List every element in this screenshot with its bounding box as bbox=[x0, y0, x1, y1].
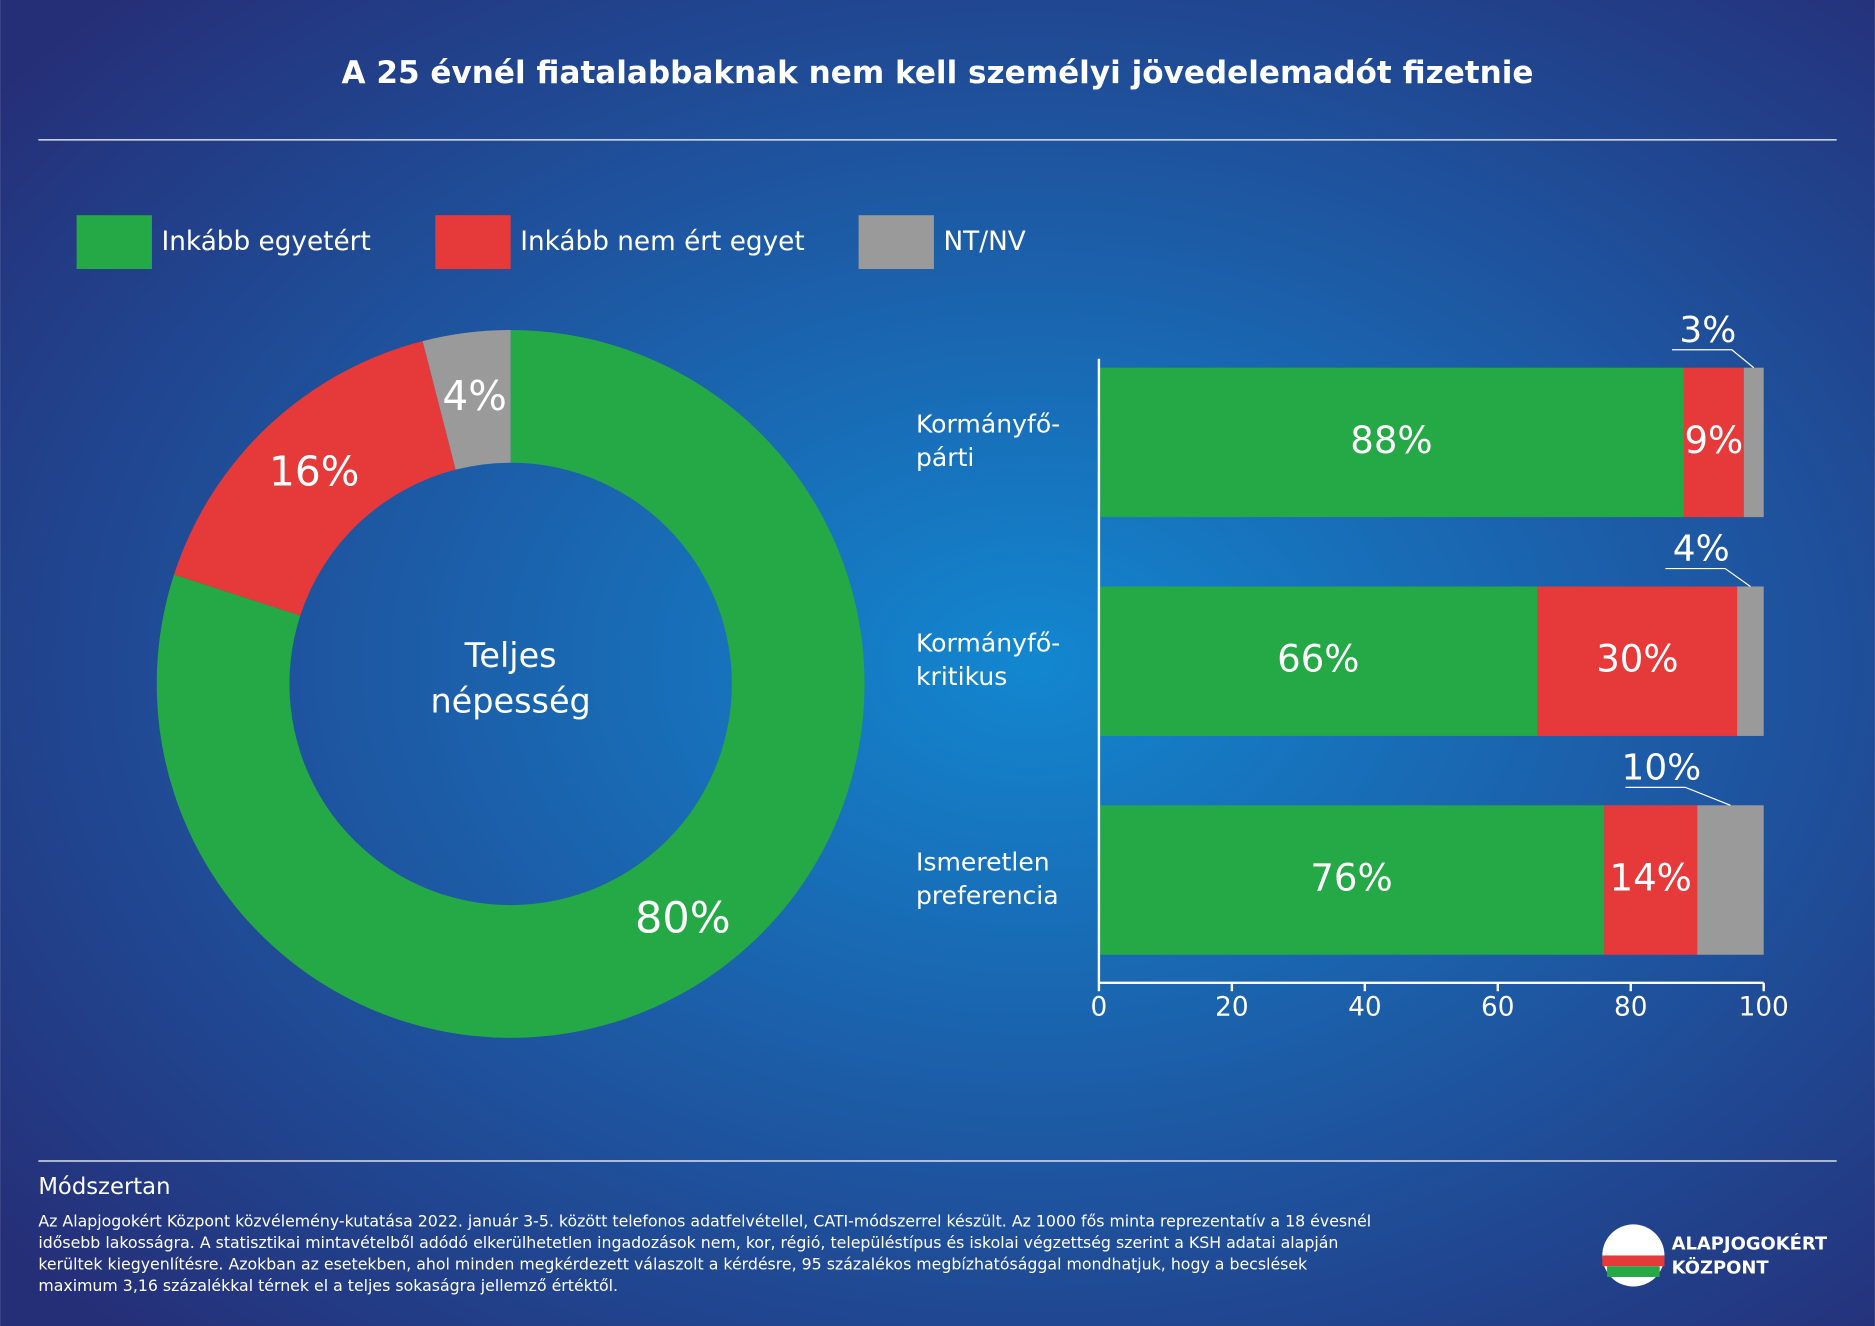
bar-segment bbox=[1737, 586, 1764, 736]
center-label: Teljes bbox=[464, 636, 557, 675]
data-label: 3% bbox=[1679, 310, 1736, 351]
legend-label: NT/NV bbox=[943, 227, 1025, 257]
data-label: 9% bbox=[1684, 419, 1743, 462]
logo-stripe bbox=[1602, 1255, 1665, 1267]
donut-segment bbox=[174, 341, 456, 616]
x-tick-label: 100 bbox=[1739, 992, 1789, 1022]
x-tick-label: 80 bbox=[1614, 992, 1647, 1022]
title: A 25 évnél fiatalabbaknak nem kell szemé… bbox=[341, 55, 1533, 91]
logo-text: KÖZPONT bbox=[1672, 1257, 1770, 1279]
legend-swatch bbox=[858, 215, 934, 270]
center-label: népesség bbox=[430, 682, 590, 721]
donut-segment bbox=[422, 330, 511, 470]
methodology-line: kerültek kiegyenlítésre. Azokban az eset… bbox=[38, 1255, 1308, 1274]
x-tick-label: 60 bbox=[1481, 992, 1514, 1022]
bar-segment bbox=[1697, 805, 1764, 955]
data-label: 80% bbox=[635, 893, 731, 943]
data-label: 4% bbox=[1673, 529, 1730, 570]
bar-segment bbox=[1098, 586, 1538, 736]
leader-line bbox=[1625, 786, 1731, 806]
leader-line bbox=[1672, 349, 1755, 369]
data-label: 16% bbox=[269, 448, 359, 496]
bar-segment bbox=[1604, 805, 1698, 955]
donut-segment bbox=[156, 330, 865, 1038]
bar-segment bbox=[1098, 805, 1605, 955]
legend-label: Inkább nem ért egyet bbox=[520, 227, 804, 257]
x-tick-label: 0 bbox=[1091, 992, 1108, 1022]
methodology-text: Az Alapjogokért Központ közvélemény-kuta… bbox=[38, 1211, 1371, 1295]
leader-line bbox=[1665, 567, 1751, 587]
data-label: 76% bbox=[1310, 857, 1392, 900]
legend-swatch bbox=[76, 215, 152, 270]
category-label: Ismeretlen bbox=[916, 847, 1050, 876]
bar-segment bbox=[1537, 586, 1738, 736]
logo-stripe bbox=[1607, 1266, 1660, 1277]
legend: Inkább egyetért Inkább nem ért egyet NT/NV bbox=[76, 215, 1026, 270]
methodology-line: idősebb lakosságra. A statisztikai minta… bbox=[38, 1233, 1338, 1252]
category-label: Kormányfő- bbox=[916, 628, 1060, 657]
methodology-heading: Módszertan bbox=[38, 1174, 170, 1200]
charts: 80% 16% 4% Teljes népesség Kormányfő-párti 88%… bbox=[156, 310, 1789, 1038]
bar-segment bbox=[1743, 367, 1764, 518]
logo-text: ALAPJOGOKÉRT bbox=[1672, 1233, 1828, 1255]
data-label: 4% bbox=[442, 372, 506, 420]
x-tick-label: 40 bbox=[1348, 992, 1381, 1022]
data-label: 66% bbox=[1277, 638, 1359, 681]
logo: ALAPJOGOKÉRT KÖZPONT bbox=[1602, 1224, 1828, 1287]
category-label: preferencia bbox=[916, 881, 1059, 910]
bar-segment bbox=[1683, 367, 1744, 518]
methodology-line: Az Alapjogokért Központ közvélemény-kuta… bbox=[38, 1211, 1371, 1230]
category-label: kritikus bbox=[916, 662, 1007, 691]
bar-segment bbox=[1098, 367, 1684, 518]
x-tick-label: 20 bbox=[1215, 992, 1248, 1022]
legend-swatch bbox=[435, 215, 511, 270]
category-label: párti bbox=[916, 443, 974, 472]
data-label: 10% bbox=[1622, 747, 1702, 788]
data-label: 88% bbox=[1350, 419, 1432, 462]
category-label: Kormányfő- bbox=[916, 410, 1060, 439]
data-label: 30% bbox=[1596, 638, 1678, 681]
data-label: 14% bbox=[1610, 857, 1692, 900]
legend-label: Inkább egyetért bbox=[162, 227, 371, 257]
methodology-line: maximum 3,16 százalékkal térnek el a tel… bbox=[38, 1276, 618, 1295]
